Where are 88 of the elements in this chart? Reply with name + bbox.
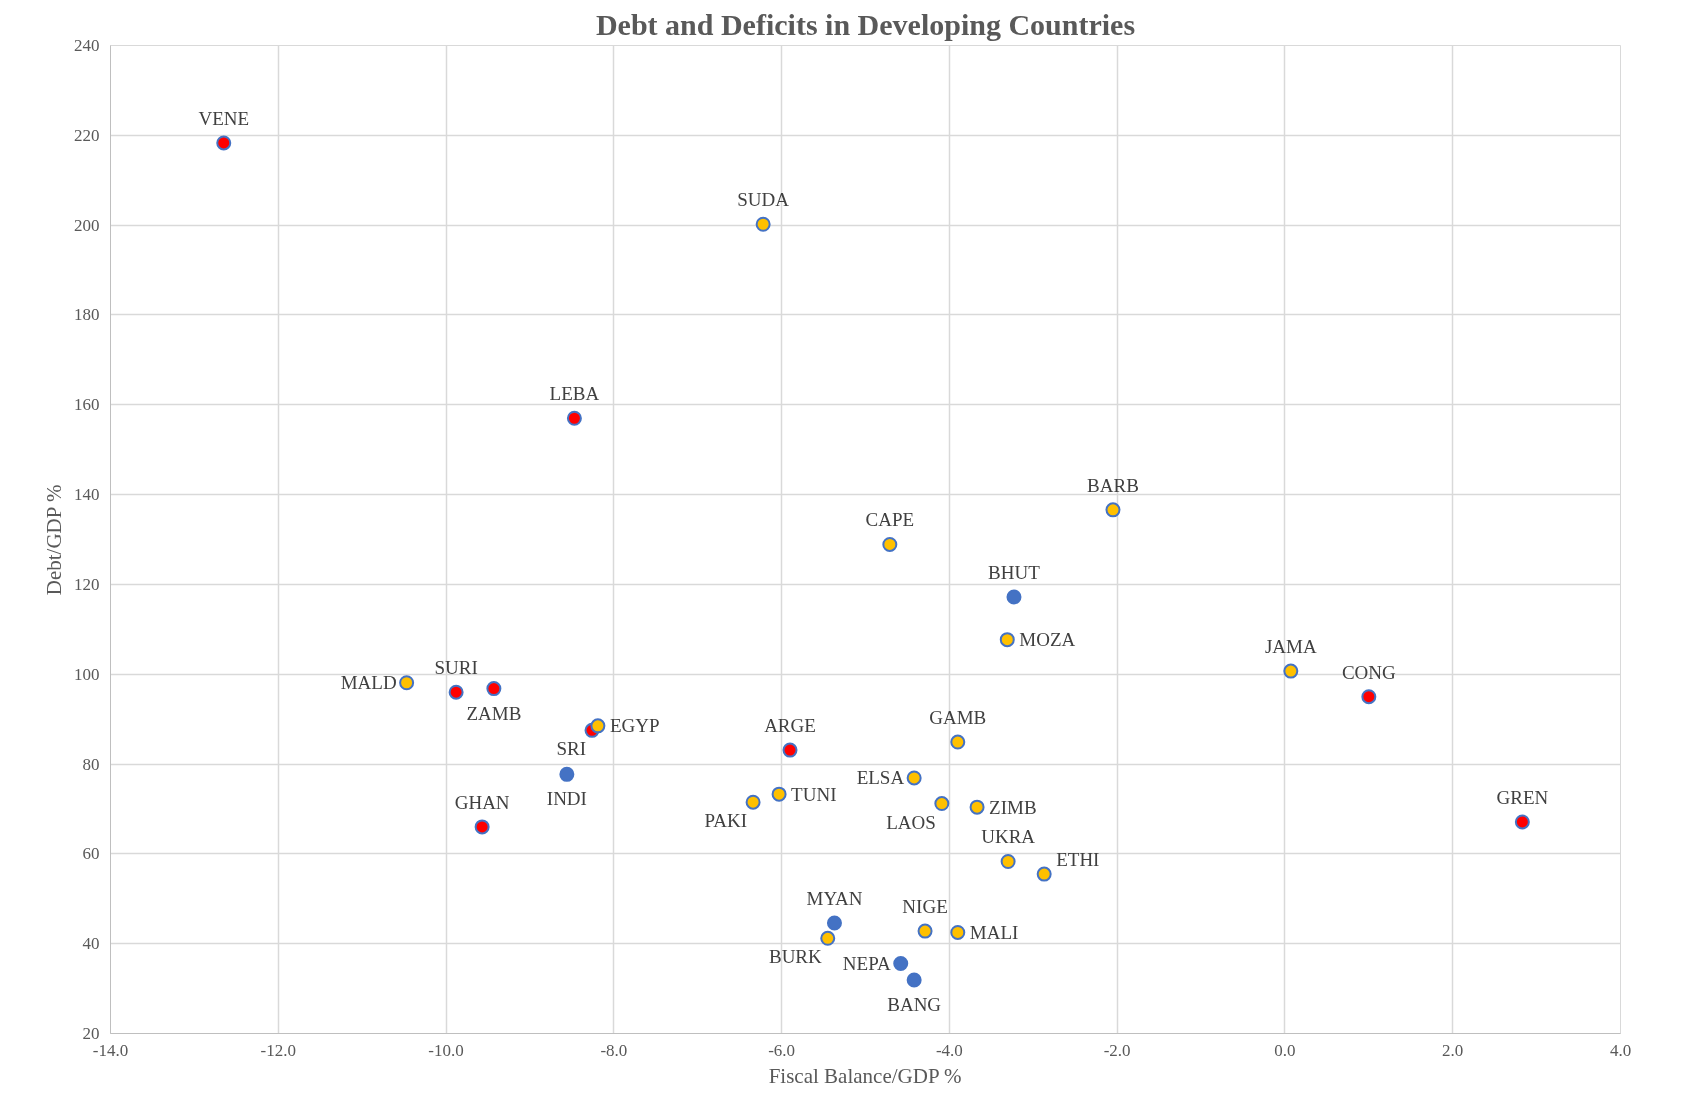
- annotation: SRI: [556, 738, 587, 760]
- annotation: MALI: [969, 921, 1019, 943]
- chart-title: Debt and Deficits in Developing Countries: [595, 7, 1136, 41]
- point: [448, 684, 464, 700]
- x-tick-label: -4.0: [935, 1040, 963, 1060]
- point: [1361, 689, 1377, 705]
- x-tick-label: -6.0: [768, 1040, 796, 1060]
- y-tick-label: 180: [74, 305, 100, 325]
- annotation: SUDA: [737, 189, 790, 211]
- point: [486, 681, 502, 697]
- y-tick-label: 160: [74, 395, 100, 415]
- annotation: CAPE: [865, 509, 915, 531]
- point: [906, 770, 922, 786]
- annotation: ELSA: [856, 767, 905, 789]
- annotation: MOZA: [1019, 629, 1076, 651]
- point: [1006, 589, 1022, 605]
- y-axis-title: Debt/GDP %: [42, 484, 66, 596]
- point: [745, 794, 761, 810]
- y-tick-label: 60: [82, 844, 100, 864]
- annotation: ARGE: [764, 715, 816, 737]
- point: [1105, 502, 1121, 518]
- point: [771, 786, 787, 802]
- annotation: LAOS: [886, 811, 936, 833]
- point: [934, 796, 950, 812]
- point: [1514, 814, 1530, 830]
- annotation: ZIMB: [989, 796, 1037, 818]
- x-tick-label: -8.0: [600, 1040, 628, 1060]
- y-tick-label: 140: [74, 485, 100, 505]
- annotation: CONG: [1341, 661, 1397, 683]
- y-tick-label: 40: [82, 934, 100, 954]
- point: [906, 972, 922, 988]
- y-tick-label: 240: [74, 36, 100, 55]
- point: [882, 536, 898, 552]
- point: [999, 632, 1015, 648]
- point: [216, 135, 232, 151]
- annotation: SURI: [434, 657, 478, 679]
- x-tick-label: -10.0: [428, 1040, 464, 1060]
- point: [559, 766, 575, 782]
- y-tick-label: 20: [82, 1024, 100, 1043]
- annotation: GHAN: [454, 791, 510, 813]
- annotation: LEBA: [549, 383, 600, 405]
- annotation: GAMB: [929, 707, 987, 729]
- annotation: BARB: [1087, 474, 1139, 496]
- y-tick-label: 100: [74, 664, 100, 684]
- annotation: ZAMB: [466, 702, 522, 724]
- point: [1036, 866, 1052, 882]
- annotation: JAMA: [1264, 636, 1317, 658]
- point: [950, 734, 966, 750]
- point: [566, 410, 582, 426]
- point: [820, 930, 836, 946]
- y-tick-label: 120: [74, 574, 100, 594]
- point: [950, 924, 966, 940]
- x-tick-label: -2.0: [1103, 1040, 1131, 1060]
- point: [969, 799, 985, 815]
- point: [893, 955, 909, 971]
- point: [917, 923, 933, 939]
- y-tick-label: 80: [82, 754, 100, 774]
- x-axis-title: Fiscal Balance/GDP %: [768, 1063, 962, 1088]
- annotation: TUNI: [791, 783, 837, 805]
- x-tick-label: 4.0: [1609, 1040, 1632, 1060]
- annotation: NIGE: [902, 896, 948, 918]
- point: [474, 819, 490, 835]
- annotation: NEPA: [842, 952, 892, 974]
- annotation: INDI: [546, 788, 587, 810]
- x-tick-label: -12.0: [260, 1040, 296, 1060]
- point: [1000, 854, 1016, 869]
- annotation: GREN: [1496, 786, 1549, 808]
- x-tick-label: 2.0: [1442, 1040, 1464, 1060]
- annotation: VENE: [198, 107, 250, 129]
- annotation: MALD: [340, 672, 397, 694]
- point: [782, 742, 798, 758]
- annotation: ETHI: [1056, 849, 1100, 871]
- x-tick-label: -14.0: [92, 1040, 129, 1060]
- point: [755, 216, 771, 232]
- y-tick-label: 200: [74, 215, 100, 235]
- annotation: UKRA: [981, 826, 1036, 848]
- point: [1283, 663, 1299, 679]
- annotation: EGYP: [609, 715, 660, 737]
- annotation: BURK: [768, 946, 823, 968]
- annotation: PAKI: [704, 810, 748, 832]
- y-tick-label: 220: [74, 125, 100, 145]
- point: [399, 675, 415, 691]
- annotation: BANG: [887, 994, 942, 1016]
- point: [826, 915, 842, 931]
- annotation: MYAN: [806, 888, 863, 910]
- annotation: BHUT: [988, 561, 1041, 583]
- point: [590, 718, 606, 734]
- x-tick-label: 0.0: [1274, 1040, 1296, 1060]
